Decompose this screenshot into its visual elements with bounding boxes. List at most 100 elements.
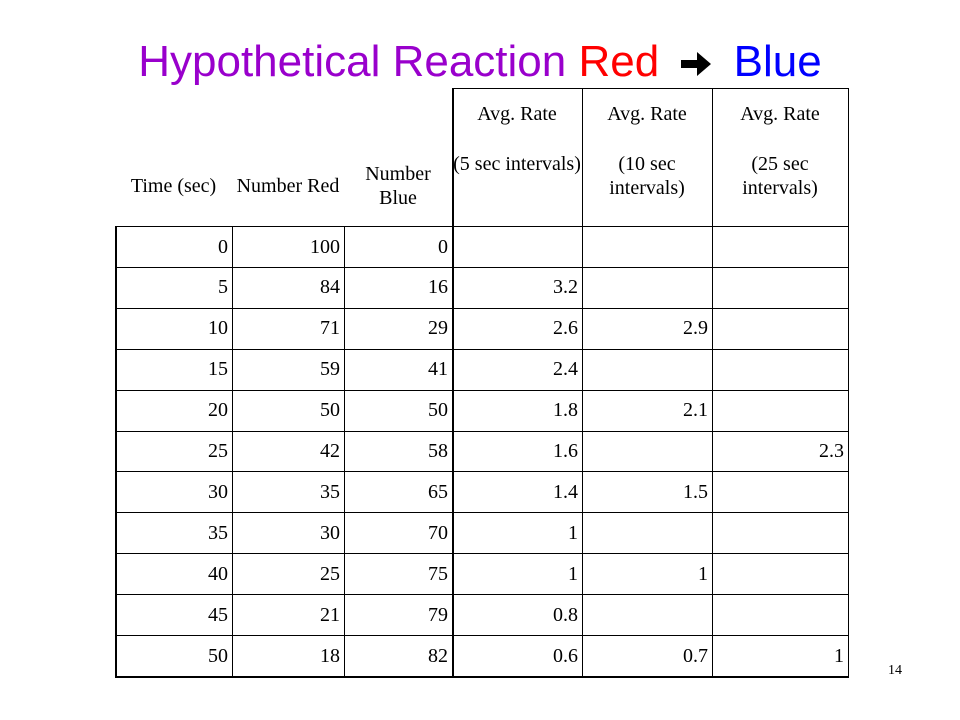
- table-cell-rate25: 1: [834, 644, 844, 667]
- table-cell-blue: 82: [428, 644, 448, 667]
- table-cell-rate10: 2.1: [683, 399, 708, 422]
- table-top-border: [452, 88, 849, 89]
- table-cell-rate5: 0.8: [553, 603, 578, 626]
- table-cell-time: 15: [208, 358, 228, 381]
- table-cell-blue: 58: [428, 440, 448, 462]
- table-cell-time: 45: [208, 603, 228, 626]
- table-cell-rate10: [582, 595, 712, 635]
- table-cell-rate10: 1: [698, 562, 708, 585]
- header-number-red: Number Red: [236, 174, 340, 197]
- table-cell-rate25: [712, 227, 848, 267]
- header-number-blue: Number Blue: [365, 162, 431, 209]
- header-avg-rate-25s: Avg. Rate (25 sec intervals): [712, 88, 848, 226]
- table-cell-red: 59: [320, 358, 340, 381]
- row-divider: [115, 308, 849, 309]
- table-cell-red: 71: [320, 317, 340, 340]
- table-cell-rate10: [582, 267, 712, 307]
- table-cell-rate5: 2.4: [553, 358, 578, 381]
- table-cell-rate5: 1.6: [553, 440, 578, 462]
- table-cell-time: 20: [208, 399, 228, 422]
- table-cell-time: 10: [208, 317, 228, 340]
- table-cell-blue: 29: [428, 317, 448, 340]
- column-divider: [344, 226, 345, 677]
- table-cell-rate5: 1.8: [553, 399, 578, 422]
- row-divider: [115, 471, 849, 472]
- table-cell-rate5: [452, 227, 582, 267]
- table-cell-rate10: 0.7: [683, 644, 708, 667]
- table-cell-time: 40: [208, 562, 228, 585]
- column-divider: [712, 88, 713, 677]
- table-cell-blue: 41: [428, 358, 448, 381]
- table-cell-rate25: [712, 472, 848, 512]
- row-divider: [115, 349, 849, 350]
- header-avg-rate-5s-title: Avg. Rate: [477, 103, 557, 125]
- table-cell-red: 84: [320, 276, 340, 299]
- header-avg-rate-25s-interval: (25 sec intervals): [742, 153, 818, 199]
- table-cell-rate10: [582, 227, 712, 267]
- row-divider: [115, 512, 849, 513]
- table-cell-rate25: [712, 390, 848, 430]
- table-cell-rate25: [712, 595, 848, 635]
- table-cell-blue: 70: [428, 521, 448, 544]
- column-divider: [848, 88, 849, 677]
- row-divider: [115, 390, 849, 391]
- table-cell-blue: 79: [428, 603, 448, 626]
- table-cell-time: 0: [218, 235, 228, 258]
- page-number: 14: [888, 663, 902, 678]
- table-cell-rate25: [712, 554, 848, 594]
- table-cell-red: 42: [320, 440, 340, 462]
- table-cell-red: 35: [320, 480, 340, 503]
- row-divider: [115, 594, 849, 595]
- title-prefix: Hypothetical Reaction: [138, 37, 567, 86]
- table-cell-time: 50: [208, 644, 228, 667]
- table-cell-rate10: [582, 431, 712, 471]
- table-cell-rate25: [712, 349, 848, 389]
- row-divider: [115, 431, 849, 432]
- table-cell-time: 5: [218, 276, 228, 299]
- table-cell-blue: 75: [428, 562, 448, 585]
- column-divider: [115, 226, 117, 677]
- table-cell-rate10: 1.5: [683, 480, 708, 503]
- table-cell-blue: 50: [428, 399, 448, 422]
- table-cell-rate10: 2.9: [683, 317, 708, 340]
- table-cell-red: 100: [310, 235, 340, 258]
- table-cell-red: 50: [320, 399, 340, 422]
- table-cell-time: 25: [208, 440, 228, 462]
- table-cell-rate25: [712, 308, 848, 348]
- row-divider: [115, 553, 849, 554]
- table-cell-rate5: 3.2: [553, 276, 578, 299]
- table-cell-rate5: 1: [568, 521, 578, 544]
- right-arrow-icon: [679, 37, 713, 86]
- table-cell-rate25: 2.3: [819, 440, 844, 462]
- header-avg-rate-25s-title: Avg. Rate: [740, 103, 820, 125]
- table-cell-time: 35: [208, 521, 228, 544]
- table-cell-rate25: [712, 267, 848, 307]
- table-cell-blue: 16: [428, 276, 448, 299]
- header-avg-rate-5s: Avg. Rate (5 sec intervals): [452, 88, 582, 226]
- column-divider: [232, 226, 233, 677]
- slide-title: Hypothetical Reaction Red Blue: [0, 30, 960, 94]
- table-cell-rate5: 2.6: [553, 317, 578, 340]
- table-cell-red: 21: [320, 603, 340, 626]
- table-cell-rate25: [712, 513, 848, 553]
- title-product: Blue: [733, 37, 822, 86]
- header-avg-rate-10s-interval: (10 sec intervals): [609, 153, 685, 199]
- row-divider: [115, 635, 849, 636]
- header-avg-rate-10s: Avg. Rate (10 sec intervals): [582, 88, 712, 226]
- table-cell-rate10: [582, 513, 712, 553]
- table-cell-rate10: [582, 349, 712, 389]
- header-avg-rate-10s-title: Avg. Rate: [607, 103, 687, 125]
- header-time: Time (sec): [130, 174, 217, 197]
- table-cell-red: 30: [320, 521, 340, 544]
- table-cell-rate5: 0.6: [553, 644, 578, 667]
- table-cell-red: 25: [320, 562, 340, 585]
- table-cell-rate5: 1: [568, 562, 578, 585]
- column-divider: [582, 88, 583, 677]
- table-cell-blue: 65: [428, 480, 448, 503]
- table-cell-time: 30: [208, 480, 228, 503]
- header-avg-rate-5s-interval: (5 sec intervals): [453, 153, 581, 175]
- table-cell-red: 18: [320, 644, 340, 667]
- title-reactant: Red: [578, 37, 660, 86]
- row-divider: [115, 267, 849, 268]
- row-divider: [115, 226, 849, 227]
